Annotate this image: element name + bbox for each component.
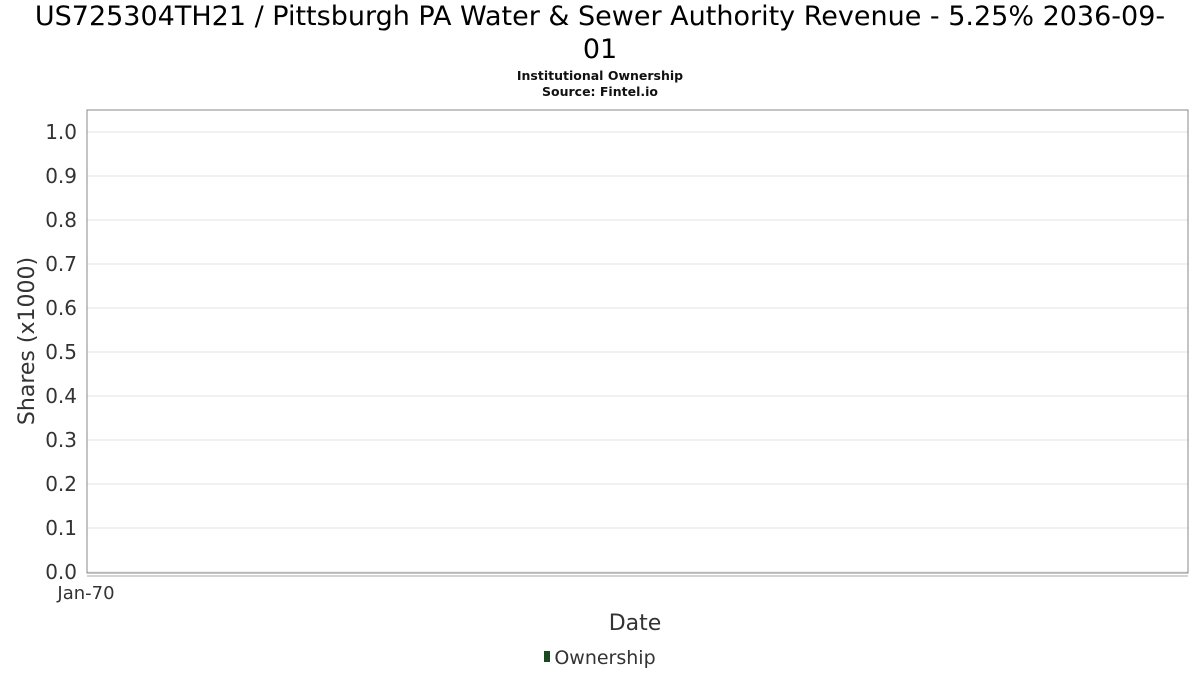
y-tick-label: 0.5 (45, 340, 77, 364)
y-tick-label: 1.0 (45, 120, 77, 144)
legend-swatch-ownership (544, 651, 551, 662)
subtitle-institutional-ownership: Institutional Ownership (516, 68, 684, 83)
y-tick-label: 0.1 (45, 516, 77, 540)
y-tick-label: 0.3 (45, 428, 77, 452)
x-axis-label: Date (609, 611, 662, 636)
chart-subtitle: Institutional Ownership Source: Fintel.i… (0, 68, 1200, 100)
y-tick-label: 0.9 (45, 164, 77, 188)
grid-lines (87, 131, 1188, 573)
y-tick-label: 0.8 (45, 208, 77, 232)
plot-frame (86, 109, 1189, 574)
y-tick-label: 0.2 (45, 472, 77, 496)
legend: Ownership (0, 647, 1200, 669)
y-tick-label: 0.0 (45, 560, 77, 584)
y-tick-label: 0.6 (45, 296, 77, 320)
chart-title-line-2: 01 (582, 34, 618, 65)
chart-title: US725304TH21 / Pittsburgh PA Water & Sew… (0, 0, 1200, 66)
chart-title-line-1: US725304TH21 / Pittsburgh PA Water & Sew… (34, 1, 1166, 32)
y-axis-label: Shares (x1000) (15, 257, 40, 425)
x-axis-ticks: Jan-70 (56, 583, 114, 604)
x-tick-label: Jan-70 (56, 583, 114, 604)
subtitle-source: Source: Fintel.io (542, 84, 658, 99)
legend-label-ownership: Ownership (554, 647, 656, 669)
y-tick-label: 0.7 (45, 252, 77, 276)
y-tick-label: 0.4 (45, 384, 77, 408)
y-axis-ticks: 0.0 0.1 0.2 0.3 0.4 0.5 0.6 0.7 0.8 0.9 1.0 (45, 120, 77, 584)
